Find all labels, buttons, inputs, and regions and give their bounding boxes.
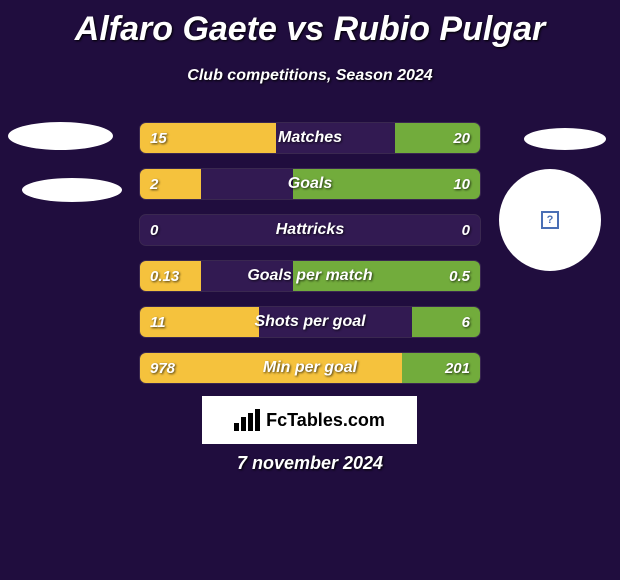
bar-left xyxy=(140,123,276,153)
bar-left xyxy=(140,307,259,337)
left-value: 0 xyxy=(150,215,158,245)
bar-row-min-per-goal: 978 Min per goal 201 xyxy=(139,352,481,384)
date-line: 7 november 2024 xyxy=(0,453,620,474)
bar-left xyxy=(140,261,201,291)
bar-right xyxy=(412,307,480,337)
brand-text: FcTables.com xyxy=(266,410,385,431)
row-label: Hattricks xyxy=(140,215,480,245)
player-right-avatar: ? xyxy=(499,169,601,271)
comparison-chart: 15 Matches 20 2 Goals 10 0 Hattricks 0 0… xyxy=(139,122,481,398)
placeholder-icon: ? xyxy=(541,211,559,229)
bar-right xyxy=(293,169,480,199)
bar-right xyxy=(395,123,480,153)
branding-badge: FcTables.com xyxy=(202,396,417,444)
player-left-marker-1 xyxy=(8,122,113,150)
subtitle: Club competitions, Season 2024 xyxy=(0,49,620,85)
bar-row-shots-per-goal: 11 Shots per goal 6 xyxy=(139,306,481,338)
bar-right xyxy=(293,261,480,291)
right-value: 0 xyxy=(462,215,470,245)
player-left-marker-2 xyxy=(22,178,122,202)
bar-row-goals: 2 Goals 10 xyxy=(139,168,481,200)
bar-row-goals-per-match: 0.13 Goals per match 0.5 xyxy=(139,260,481,292)
page-title: Alfaro Gaete vs Rubio Pulgar xyxy=(0,0,620,49)
bar-right xyxy=(402,353,480,383)
bars-icon xyxy=(234,409,260,431)
bar-left xyxy=(140,169,201,199)
bar-left xyxy=(140,353,402,383)
bar-row-matches: 15 Matches 20 xyxy=(139,122,481,154)
player-right-marker-1 xyxy=(524,128,606,150)
bar-row-hattricks: 0 Hattricks 0 xyxy=(139,214,481,246)
